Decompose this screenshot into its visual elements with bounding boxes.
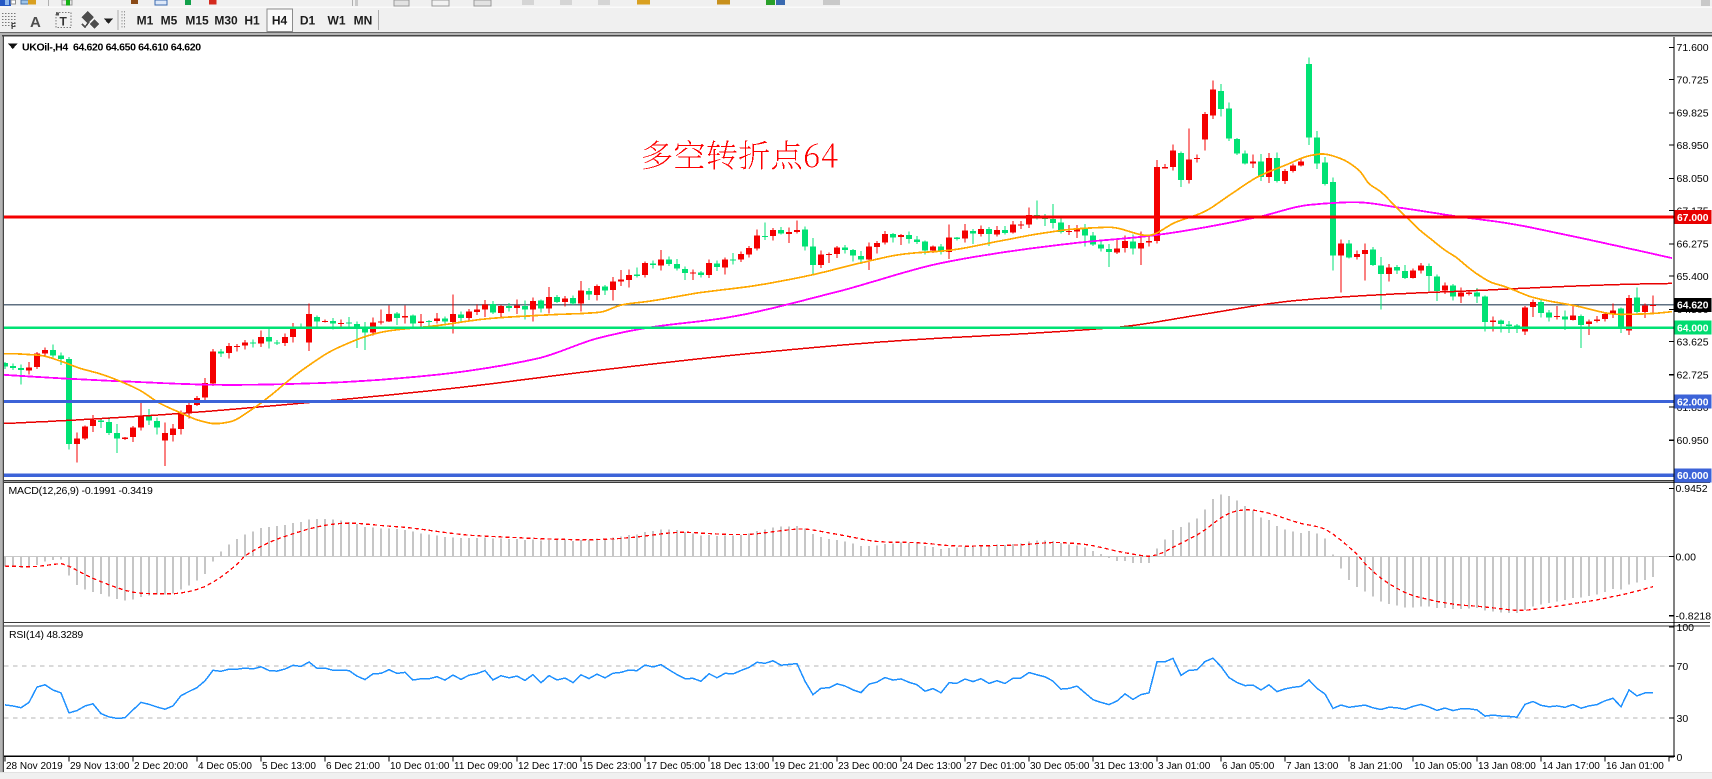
- svg-text:6 Jan 05:00: 6 Jan 05:00: [1222, 761, 1275, 772]
- svg-text:69.825: 69.825: [1677, 108, 1709, 120]
- svg-text:100: 100: [1677, 622, 1695, 634]
- svg-text:UKOil-,H4 64.620 64.650 64.61: UKOil-,H4 64.620 64.650 64.610 64.620: [22, 42, 201, 54]
- svg-text:10 Dec 01:00: 10 Dec 01:00: [390, 761, 450, 772]
- svg-text:10 Jan 05:00: 10 Jan 05:00: [1414, 761, 1472, 772]
- svg-text:0.00: 0.00: [1676, 551, 1697, 563]
- svg-text:0: 0: [1677, 752, 1683, 764]
- svg-text:D1: D1: [300, 14, 316, 28]
- svg-text:M30: M30: [214, 14, 238, 28]
- svg-text:31 Dec 13:00: 31 Dec 13:00: [1094, 761, 1154, 772]
- svg-text:H4: H4: [272, 14, 288, 28]
- svg-text:15 Dec 23:00: 15 Dec 23:00: [582, 761, 642, 772]
- svg-text:60.950: 60.950: [1677, 435, 1709, 447]
- svg-text:0.9452: 0.9452: [1676, 483, 1708, 495]
- svg-text:W1: W1: [328, 14, 346, 28]
- svg-text:M1: M1: [137, 14, 154, 28]
- svg-text:7 Jan 13:00: 7 Jan 13:00: [1286, 761, 1339, 772]
- svg-text:71.600: 71.600: [1677, 42, 1709, 54]
- svg-text:27 Dec 01:00: 27 Dec 01:00: [966, 761, 1026, 772]
- svg-text:68.050: 68.050: [1677, 173, 1709, 185]
- svg-text:18 Dec 13:00: 18 Dec 13:00: [710, 761, 770, 772]
- svg-text:30: 30: [1677, 713, 1689, 725]
- svg-text:11 Dec 09:00: 11 Dec 09:00: [454, 761, 513, 772]
- svg-text:MACD(12,26,9) -0.1991 -0.3419: MACD(12,26,9) -0.1991 -0.3419: [9, 485, 154, 497]
- svg-text:14 Jan 17:00: 14 Jan 17:00: [1542, 761, 1600, 772]
- svg-text:28 Nov 2019: 28 Nov 2019: [6, 761, 63, 772]
- svg-text:8 Jan 21:00: 8 Jan 21:00: [1350, 761, 1403, 772]
- svg-text:64.000: 64.000: [1677, 324, 1709, 335]
- svg-text:62.000: 62.000: [1677, 397, 1709, 408]
- svg-text:RSI(14) 48.3289: RSI(14) 48.3289: [9, 629, 83, 641]
- svg-text:23 Dec 00:00: 23 Dec 00:00: [838, 761, 898, 772]
- svg-text:A: A: [30, 14, 41, 31]
- svg-text:T: T: [60, 15, 68, 29]
- svg-text:60.000: 60.000: [1677, 471, 1709, 482]
- svg-text:19 Dec 21:00: 19 Dec 21:00: [774, 761, 834, 772]
- svg-text:62.725: 62.725: [1677, 370, 1709, 382]
- svg-text:24 Dec 13:00: 24 Dec 13:00: [902, 761, 962, 772]
- svg-text:65.400: 65.400: [1677, 271, 1709, 283]
- svg-text:H1: H1: [244, 14, 260, 28]
- svg-text:5 Dec 13:00: 5 Dec 13:00: [262, 761, 316, 772]
- svg-text:M5: M5: [161, 14, 178, 28]
- svg-text:63.625: 63.625: [1677, 336, 1709, 348]
- svg-text:13 Jan 08:00: 13 Jan 08:00: [1478, 761, 1536, 772]
- svg-text:67.000: 67.000: [1677, 213, 1709, 224]
- svg-text:70: 70: [1677, 661, 1689, 673]
- svg-text:68.950: 68.950: [1677, 140, 1709, 152]
- svg-text:29 Nov 13:00: 29 Nov 13:00: [70, 761, 130, 772]
- svg-text:4 Dec 05:00: 4 Dec 05:00: [198, 761, 252, 772]
- svg-text:F: F: [11, 22, 16, 31]
- svg-text:12 Dec 17:00: 12 Dec 17:00: [518, 761, 578, 772]
- svg-text:MN: MN: [354, 14, 373, 28]
- svg-text:66.275: 66.275: [1677, 239, 1709, 251]
- svg-text:64.620: 64.620: [1677, 301, 1709, 312]
- svg-text:30 Dec 05:00: 30 Dec 05:00: [1030, 761, 1090, 772]
- svg-text:-0.8218: -0.8218: [1676, 611, 1712, 623]
- svg-text:17 Dec 05:00: 17 Dec 05:00: [646, 761, 706, 772]
- svg-text:M15: M15: [185, 14, 209, 28]
- svg-text:70.725: 70.725: [1677, 74, 1709, 86]
- svg-text:2 Dec 20:00: 2 Dec 20:00: [134, 761, 188, 772]
- svg-text:3 Jan 01:00: 3 Jan 01:00: [1158, 761, 1211, 772]
- svg-text:16 Jan 01:00: 16 Jan 01:00: [1606, 761, 1664, 772]
- svg-text:6 Dec 21:00: 6 Dec 21:00: [326, 761, 380, 772]
